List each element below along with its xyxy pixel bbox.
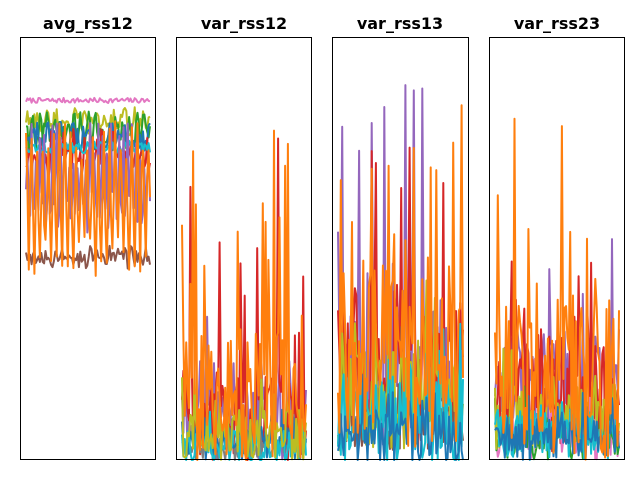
- series-line: [181, 129, 307, 461]
- plot-area: [25, 96, 151, 277]
- axes-frame: [489, 37, 625, 460]
- axes-frame: [176, 37, 312, 460]
- series-line: [25, 139, 151, 155]
- panel-title: avg_rss12: [43, 14, 133, 33]
- panel-title: var_rss12: [201, 14, 287, 33]
- panel-var-rss12: var_rss12: [176, 14, 312, 461]
- series-line: [337, 373, 464, 461]
- plot-area: [337, 84, 464, 461]
- series-line: [494, 391, 620, 461]
- panel-var-rss23: var_rss23: [489, 14, 625, 461]
- series-line: [25, 110, 151, 152]
- series-line: [337, 104, 464, 448]
- axes-frame: [332, 37, 469, 460]
- panel-title: var_rss13: [357, 14, 443, 33]
- panel-title: var_rss23: [514, 14, 600, 33]
- panel-avg-rss12: avg_rss12: [20, 14, 156, 460]
- series-line: [25, 120, 151, 277]
- series-line: [494, 117, 620, 461]
- series-line: [25, 96, 151, 104]
- plot-area: [494, 117, 620, 461]
- panel-var-rss13: var_rss13: [332, 14, 469, 461]
- axes-frame: [20, 37, 156, 460]
